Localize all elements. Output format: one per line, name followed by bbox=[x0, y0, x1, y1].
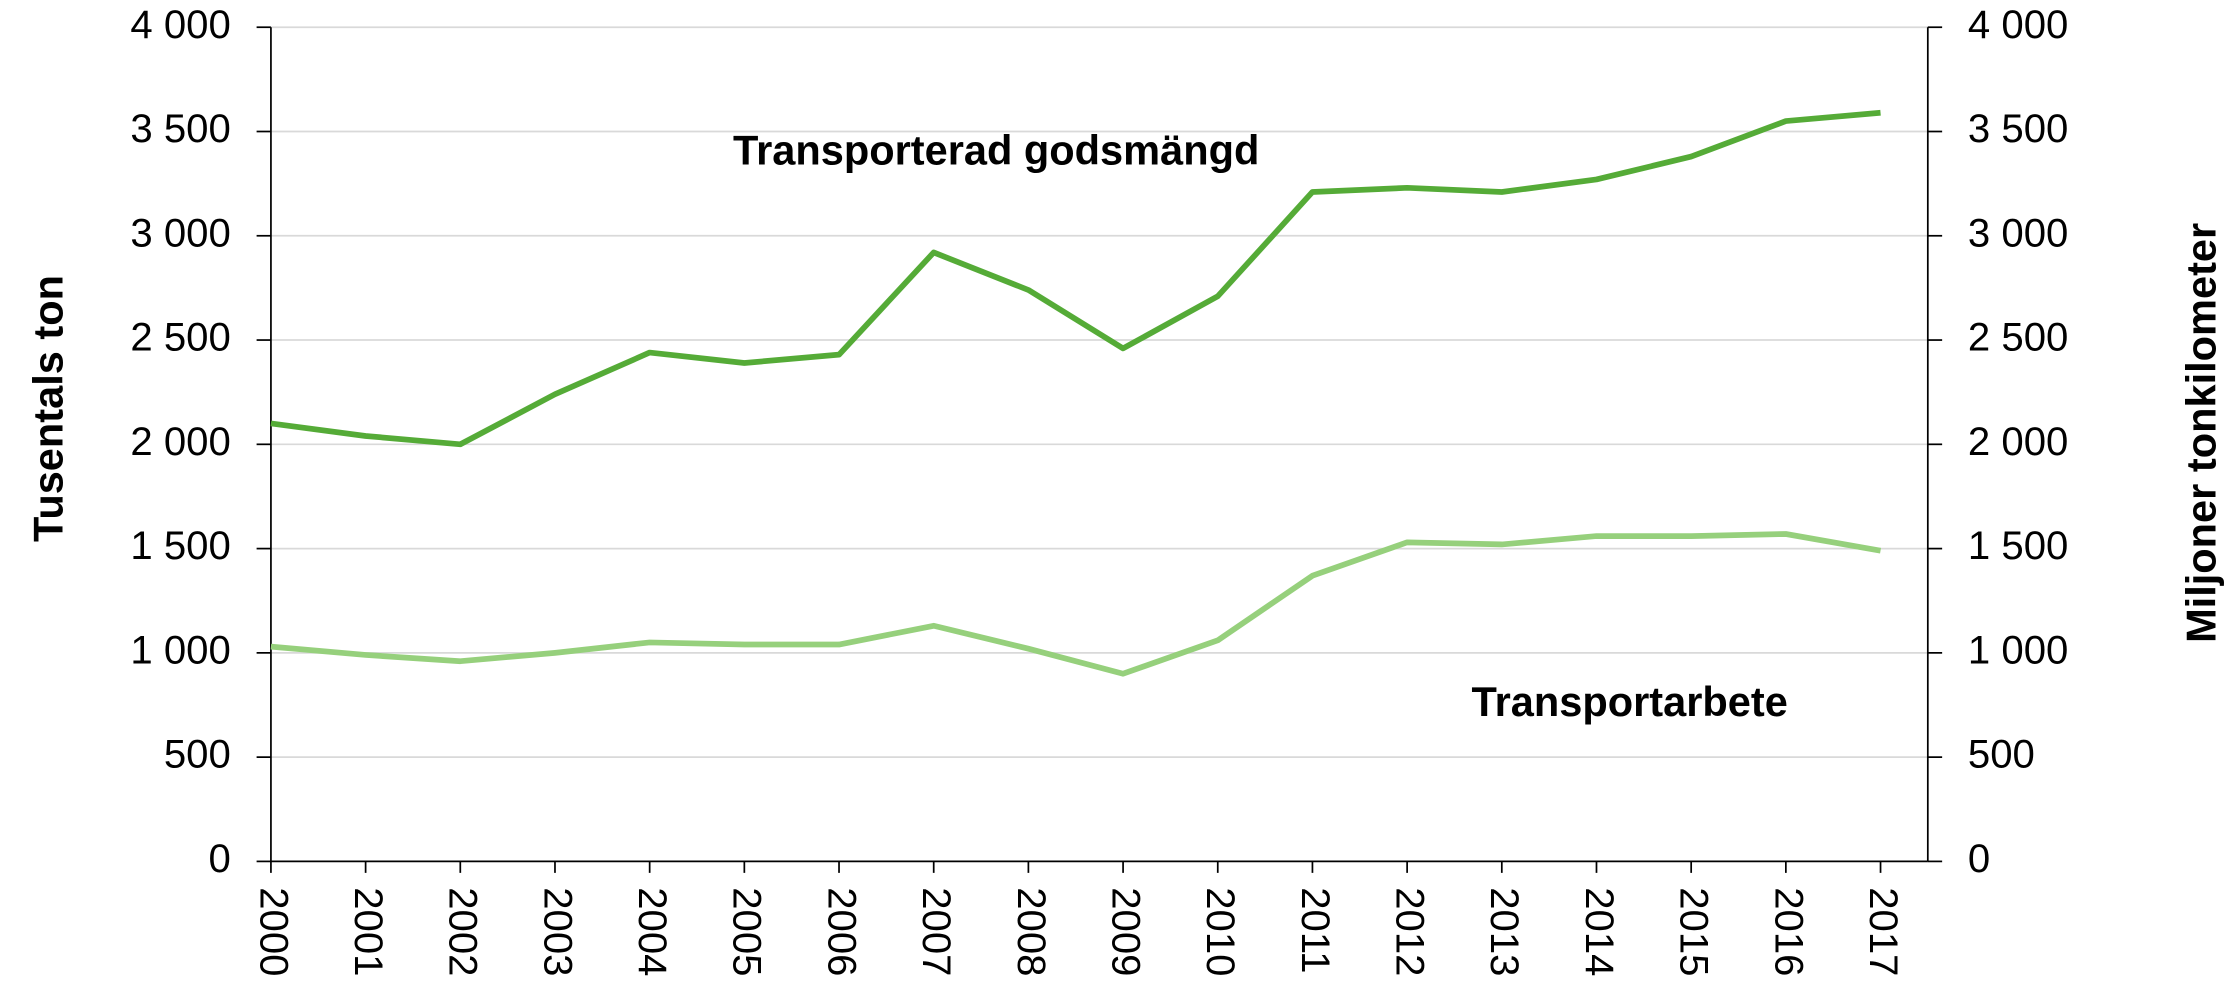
y2-tick-label: 0 bbox=[1968, 836, 1990, 881]
line-series bbox=[270, 109, 1881, 448]
y-tick-label: 2 500 bbox=[130, 315, 230, 360]
y2-tick-label: 2 000 bbox=[1968, 419, 2068, 464]
y2-tick-label: 2 500 bbox=[1968, 315, 2068, 360]
x-tick-label: 2001 bbox=[346, 887, 391, 976]
y2-tick-label: 1 000 bbox=[1968, 627, 2068, 672]
x-tick-label: 2008 bbox=[1009, 887, 1054, 976]
y-tick-label: 2 000 bbox=[130, 419, 230, 464]
x-tick-label: 2003 bbox=[535, 887, 580, 976]
y2-tick-label: 3 500 bbox=[1968, 106, 2068, 151]
y2-tick-label: 1 500 bbox=[1968, 523, 2068, 568]
y2-tick-label: 4 000 bbox=[1968, 2, 2068, 47]
y2-tick-label: 500 bbox=[1968, 732, 2035, 777]
y-tick-label: 0 bbox=[208, 836, 230, 881]
x-tick-label: 2004 bbox=[630, 887, 675, 976]
x-tick-label: 2011 bbox=[1293, 887, 1338, 973]
y-tick-label: 3 500 bbox=[130, 106, 230, 151]
line-series bbox=[270, 531, 1882, 677]
x-tick-label: 2017 bbox=[1861, 887, 1906, 976]
y-tick-label: 1 500 bbox=[130, 523, 230, 568]
x-tick-label: 2007 bbox=[914, 887, 959, 976]
y-tick-label: 4 000 bbox=[130, 2, 230, 47]
y-tick-label: 1 000 bbox=[130, 627, 230, 672]
x-tick-label: 2009 bbox=[1103, 887, 1148, 976]
x-tick-label: 2016 bbox=[1766, 887, 1811, 976]
series-label: Transporterad godsmängd bbox=[733, 126, 1259, 173]
x-tick-label: 2005 bbox=[725, 887, 770, 976]
y2-axis-label: Miljoner tonkilometer bbox=[2177, 223, 2224, 643]
x-tick-label: 2006 bbox=[819, 887, 864, 976]
y-axis-label: Tusentals ton bbox=[25, 275, 72, 542]
x-tick-label: 2002 bbox=[441, 887, 486, 976]
series-label: Transportarbete bbox=[1472, 678, 1788, 725]
y-tick-label: 3 000 bbox=[130, 210, 230, 255]
x-tick-label: 2012 bbox=[1388, 887, 1433, 976]
y-tick-label: 500 bbox=[164, 732, 231, 777]
x-tick-label: 2014 bbox=[1577, 887, 1622, 976]
x-tick-label: 2015 bbox=[1672, 887, 1717, 976]
x-tick-label: 2010 bbox=[1198, 887, 1243, 976]
y2-tick-label: 3 000 bbox=[1968, 210, 2068, 255]
x-tick-label: 2013 bbox=[1482, 887, 1527, 976]
x-tick-label: 2000 bbox=[251, 887, 296, 976]
